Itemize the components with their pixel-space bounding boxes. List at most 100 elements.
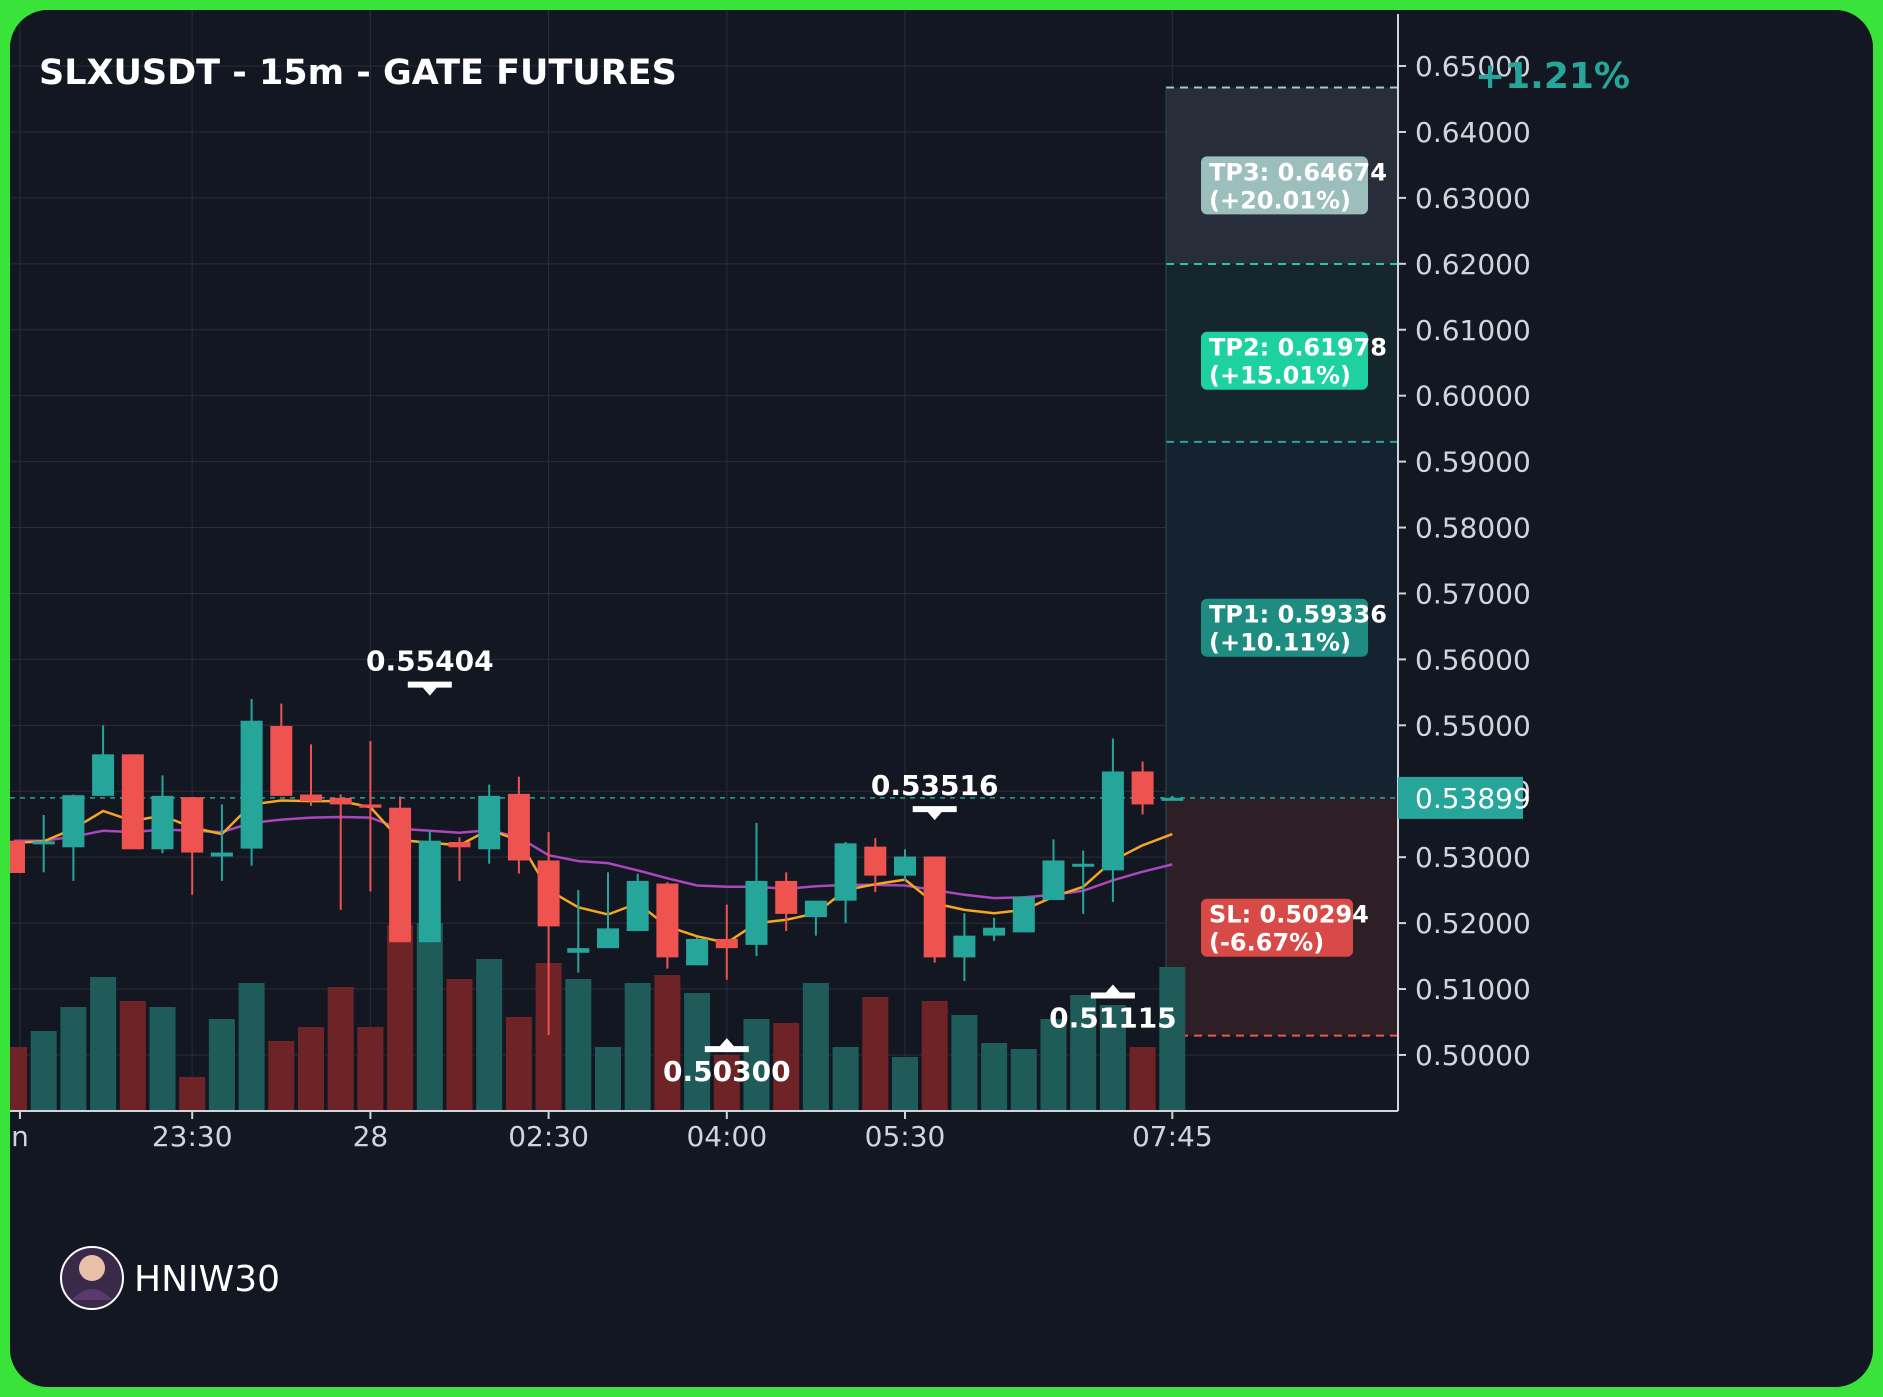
arrow-down-icon xyxy=(912,806,957,821)
candle-body xyxy=(32,841,55,845)
volume-bar xyxy=(119,1001,146,1111)
candle xyxy=(389,796,412,943)
price-annotations: 0.55404 0.53516 0.50300 0.51115 xyxy=(366,645,1177,1088)
candle xyxy=(537,832,560,1036)
volume-bar xyxy=(90,977,117,1111)
volume-bar xyxy=(446,979,473,1111)
candle-body xyxy=(1101,771,1124,871)
avatar-face-icon xyxy=(79,1255,105,1281)
candle xyxy=(329,794,352,910)
candle xyxy=(478,784,501,864)
volume-bar xyxy=(1010,1049,1037,1111)
volume-bar xyxy=(565,979,592,1111)
candle-body xyxy=(210,852,233,857)
candle-body xyxy=(1012,896,1035,933)
volume-bar xyxy=(624,983,651,1111)
chart-title: SLXUSDT - 15m - GATE FUTURES xyxy=(39,53,677,93)
y-tick-label: 0.64000 xyxy=(1415,116,1531,149)
candle-body xyxy=(448,842,471,848)
arrow-up-icon xyxy=(704,1038,749,1053)
volume-bar xyxy=(654,975,681,1111)
candle xyxy=(923,856,946,963)
candle xyxy=(240,698,263,866)
y-tick-label: 0.51000 xyxy=(1415,973,1531,1006)
y-tick-label: 0.60000 xyxy=(1415,380,1531,413)
candles xyxy=(10,698,1184,1036)
sl-label-text: SL: 0.50294 xyxy=(1209,901,1369,929)
chart-background xyxy=(10,10,1873,1387)
watermark-handle: HNIW30 xyxy=(134,1259,280,1300)
chart-canvas[interactable]: 0.55404 0.53516 0.50300 0.51115 0.65000 0.64… xyxy=(10,10,1873,1387)
candle xyxy=(32,814,55,873)
x-tick-label: 04:00 xyxy=(686,1120,767,1153)
candle-body xyxy=(92,754,115,796)
volume-bar xyxy=(476,959,503,1111)
candle xyxy=(775,872,798,932)
candle-body xyxy=(923,856,946,958)
candle xyxy=(418,830,441,943)
candle xyxy=(983,917,1006,941)
candle xyxy=(626,873,649,932)
current-price-tag-box xyxy=(1398,776,1523,819)
candle xyxy=(10,840,25,873)
price-annotation: 0.51115 xyxy=(1049,984,1177,1034)
volume-bar xyxy=(1159,967,1186,1111)
current-price-tag: 0.53899 xyxy=(1398,776,1531,819)
tp1-label: TP1: 0.59336 (+10.11%) xyxy=(1201,598,1387,657)
arrow-down-icon xyxy=(407,681,452,696)
candle-body xyxy=(715,938,738,949)
candle-body xyxy=(478,795,501,850)
candle xyxy=(1101,738,1124,903)
volume-bar xyxy=(238,983,265,1111)
candle-body xyxy=(894,856,916,876)
tp3-label-box xyxy=(1201,156,1368,215)
candle-body xyxy=(804,900,827,918)
candle-body xyxy=(329,797,352,805)
volume-bar xyxy=(595,1047,621,1111)
candle xyxy=(1131,761,1154,815)
volume-bar xyxy=(862,997,889,1111)
tp1-label-box xyxy=(1201,598,1368,657)
y-tick-label: 0.55000 xyxy=(1415,709,1531,742)
candle xyxy=(686,937,709,966)
candle xyxy=(1161,795,1184,801)
volume-bar xyxy=(832,1047,859,1111)
candle xyxy=(92,725,115,796)
candle-body xyxy=(983,927,1006,936)
y-tick-label: 0.56000 xyxy=(1415,643,1531,676)
tp3-label-pct: (+20.01%) xyxy=(1209,186,1351,214)
candle-body xyxy=(121,754,144,850)
candle xyxy=(210,804,233,881)
y-tick-label: 0.63000 xyxy=(1415,182,1531,215)
candle-body xyxy=(1161,797,1184,801)
y-tick-label: 0.58000 xyxy=(1415,512,1531,545)
tp2-label-pct: (+15.01%) xyxy=(1209,362,1351,390)
candle-body xyxy=(300,794,322,802)
volume-bar xyxy=(60,1007,87,1111)
avatar-body-icon xyxy=(72,1289,112,1300)
volume-bars xyxy=(10,923,1186,1111)
volume-bar xyxy=(268,1041,295,1111)
tp2-label: TP2: 0.61978 (+15.01%) xyxy=(1201,331,1387,390)
candle xyxy=(62,794,85,881)
candle-body xyxy=(1072,863,1095,867)
tp2-label-box xyxy=(1201,331,1368,390)
volume-bar xyxy=(298,1027,324,1111)
volume-bar xyxy=(1129,1047,1156,1111)
candle xyxy=(894,849,916,881)
candle-body xyxy=(626,880,649,932)
y-tick-label: 0.50000 xyxy=(1415,1039,1531,1072)
candle xyxy=(745,822,768,957)
candle xyxy=(507,776,530,874)
candle-body xyxy=(151,795,174,850)
sl-label-pct: (-6.67%) xyxy=(1209,929,1324,957)
candle-body xyxy=(775,880,798,914)
candle xyxy=(181,797,204,895)
volume-bar xyxy=(149,1007,176,1111)
candle xyxy=(1012,896,1035,933)
x-tick-label: 02:30 xyxy=(508,1120,589,1153)
price-annotation: 0.55404 xyxy=(366,645,494,696)
candle-body xyxy=(597,928,619,949)
candle xyxy=(359,741,382,892)
annotation-label: 0.51115 xyxy=(1049,1001,1177,1034)
